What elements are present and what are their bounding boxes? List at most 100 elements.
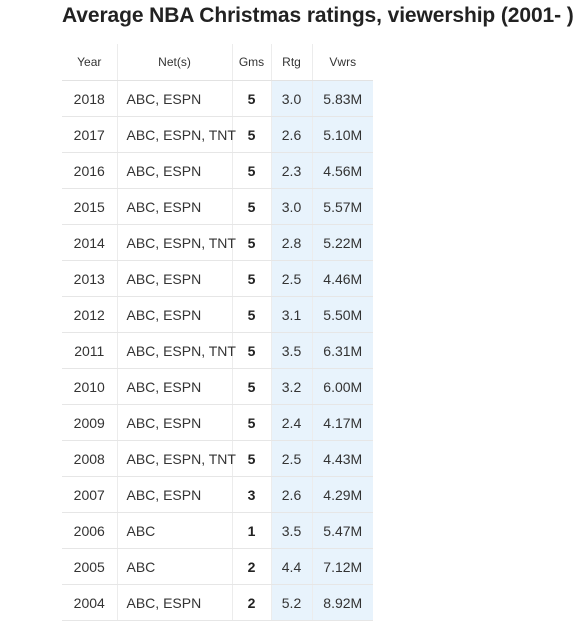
cell-games: 2	[232, 584, 272, 621]
column-header-viewers: Vwrs	[312, 44, 373, 81]
cell-viewers: 4.17M	[312, 404, 373, 441]
table-row: 2010 ABC, ESPN 5 3.2 6.00M	[62, 368, 373, 405]
cell-games: 5	[232, 224, 272, 261]
table-header: Year Net(s) Gms Rtg Vwrs	[62, 44, 373, 81]
cell-year: 2017	[62, 116, 118, 153]
cell-viewers: 4.56M	[312, 152, 373, 189]
cell-networks: ABC, ESPN, TNT	[117, 116, 236, 153]
cell-games: 5	[232, 152, 272, 189]
cell-games: 3	[232, 476, 272, 513]
cell-rating: 3.1	[271, 296, 313, 333]
cell-networks: ABC, ESPN, TNT	[117, 440, 236, 477]
cell-rating: 2.6	[271, 476, 313, 513]
cell-networks: ABC, ESPN	[117, 404, 233, 441]
table-row: 2008 ABC, ESPN, TNT 5 2.5 4.43M	[62, 440, 373, 477]
cell-networks: ABC, ESPN	[117, 260, 233, 297]
table-row: 2005 ABC 2 4.4 7.12M	[62, 548, 373, 585]
cell-rating: 2.8	[271, 224, 313, 261]
cell-games: 5	[232, 404, 272, 441]
cell-year: 2005	[62, 548, 118, 585]
cell-year: 2008	[62, 440, 118, 477]
table-row: 2006 ABC 1 3.5 5.47M	[62, 512, 373, 549]
table-row: 2007 ABC, ESPN 3 2.6 4.29M	[62, 476, 373, 513]
cell-rating: 3.2	[271, 368, 313, 405]
cell-viewers: 5.47M	[312, 512, 373, 549]
cell-games: 5	[232, 260, 272, 297]
cell-viewers: 5.22M	[312, 224, 373, 261]
cell-viewers: 5.57M	[312, 188, 373, 225]
cell-rating: 2.5	[271, 440, 313, 477]
cell-viewers: 5.83M	[312, 80, 373, 117]
table-row: 2015 ABC, ESPN 5 3.0 5.57M	[62, 188, 373, 225]
cell-games: 5	[232, 368, 272, 405]
cell-year: 2009	[62, 404, 118, 441]
column-header-year: Year	[62, 44, 118, 81]
cell-year: 2010	[62, 368, 118, 405]
cell-rating: 3.0	[271, 188, 313, 225]
cell-year: 2006	[62, 512, 118, 549]
cell-rating: 3.0	[271, 80, 313, 117]
cell-year: 2004	[62, 584, 118, 621]
cell-games: 2	[232, 548, 272, 585]
table-row: 2016 ABC, ESPN 5 2.3 4.56M	[62, 152, 373, 189]
cell-networks: ABC, ESPN, TNT	[117, 224, 236, 261]
cell-games: 5	[232, 116, 272, 153]
cell-games: 5	[232, 80, 272, 117]
cell-networks: ABC, ESPN	[117, 584, 233, 621]
cell-rating: 4.4	[271, 548, 313, 585]
column-header-rating: Rtg	[271, 44, 313, 81]
cell-networks: ABC, ESPN	[117, 296, 233, 333]
cell-year: 2011	[62, 332, 118, 369]
cell-games: 5	[232, 188, 272, 225]
cell-rating: 2.4	[271, 404, 313, 441]
table-body: 2018 ABC, ESPN 5 3.0 5.83M 2017 ABC, ESPN, TNT…	[62, 80, 373, 621]
cell-year: 2015	[62, 188, 118, 225]
cell-viewers: 6.31M	[312, 332, 373, 369]
cell-networks: ABC, ESPN	[117, 152, 233, 189]
cell-games: 5	[232, 296, 272, 333]
table-row: 2004 ABC, ESPN 2 5.2 8.92M	[62, 584, 373, 621]
cell-year: 2007	[62, 476, 118, 513]
table-row: 2017 ABC, ESPN, TNT 5 2.6 5.10M	[62, 116, 373, 153]
cell-games: 5	[232, 332, 272, 369]
cell-year: 2014	[62, 224, 118, 261]
cell-viewers: 5.50M	[312, 296, 373, 333]
cell-viewers: 5.10M	[312, 116, 373, 153]
cell-networks: ABC, ESPN, TNT	[117, 332, 236, 369]
table-row: 2009 ABC, ESPN 5 2.4 4.17M	[62, 404, 373, 441]
page-title: Average NBA Christmas ratings, viewershi…	[62, 4, 574, 27]
cell-year: 2016	[62, 152, 118, 189]
cell-viewers: 4.46M	[312, 260, 373, 297]
cell-networks: ABC	[117, 512, 233, 549]
ratings-table-container: Year Net(s) Gms Rtg Vwrs 2018 ABC, ESPN 5 3…	[62, 44, 373, 621]
cell-games: 1	[232, 512, 272, 549]
cell-viewers: 4.43M	[312, 440, 373, 477]
cell-networks: ABC, ESPN	[117, 476, 233, 513]
table-row: 2013 ABC, ESPN 5 2.5 4.46M	[62, 260, 373, 297]
table-row: 2012 ABC, ESPN 5 3.1 5.50M	[62, 296, 373, 333]
cell-rating: 2.6	[271, 116, 313, 153]
column-header-games: Gms	[232, 44, 272, 81]
cell-year: 2012	[62, 296, 118, 333]
cell-networks: ABC, ESPN	[117, 368, 233, 405]
cell-viewers: 7.12M	[312, 548, 373, 585]
table-row: 2018 ABC, ESPN 5 3.0 5.83M	[62, 80, 373, 117]
cell-year: 2018	[62, 80, 118, 117]
cell-rating: 3.5	[271, 332, 313, 369]
cell-rating: 2.3	[271, 152, 313, 189]
cell-viewers: 6.00M	[312, 368, 373, 405]
cell-networks: ABC, ESPN	[117, 188, 233, 225]
cell-rating: 2.5	[271, 260, 313, 297]
cell-rating: 3.5	[271, 512, 313, 549]
table-row: 2011 ABC, ESPN, TNT 5 3.5 6.31M	[62, 332, 373, 369]
ratings-table: Year Net(s) Gms Rtg Vwrs 2018 ABC, ESPN 5 3…	[62, 44, 373, 621]
cell-rating: 5.2	[271, 584, 313, 621]
column-header-networks: Net(s)	[117, 44, 233, 81]
cell-networks: ABC	[117, 548, 233, 585]
cell-viewers: 8.92M	[312, 584, 373, 621]
header-row: Year Net(s) Gms Rtg Vwrs	[62, 44, 373, 81]
cell-year: 2013	[62, 260, 118, 297]
cell-viewers: 4.29M	[312, 476, 373, 513]
cell-networks: ABC, ESPN	[117, 80, 233, 117]
cell-games: 5	[232, 440, 272, 477]
